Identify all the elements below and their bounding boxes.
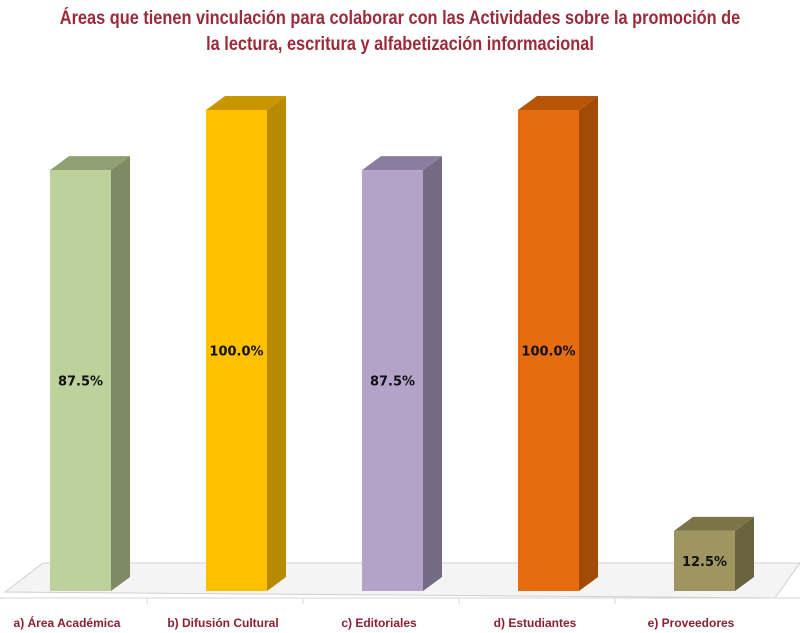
bar-side-face bbox=[579, 96, 598, 591]
bar-side-face bbox=[267, 96, 286, 591]
chart-title: Áreas que tienen vinculación para colabo… bbox=[56, 6, 744, 58]
bar-top-face bbox=[362, 156, 442, 171]
data-label-5: 12.5% bbox=[682, 555, 727, 570]
x-tick-label-3: c) Editoriales bbox=[341, 616, 417, 630]
bars bbox=[50, 96, 754, 591]
bar-side-face bbox=[423, 156, 442, 591]
bar-5 bbox=[674, 516, 754, 591]
bar-top-face bbox=[518, 96, 598, 110]
bar-3 bbox=[362, 156, 442, 591]
bar-top-face bbox=[206, 96, 286, 110]
data-label-3: 87.5% bbox=[370, 375, 415, 390]
chart-title-line-2: la lectura, escritura y alfabetización i… bbox=[206, 34, 594, 55]
bar-front-face bbox=[362, 170, 423, 591]
data-labels: 87.5% 100.0% 87.5% 100.0% 12.5% bbox=[58, 345, 727, 570]
x-tick-label-4: d) Estudiantes bbox=[494, 616, 577, 630]
chart-title-line-1: Áreas que tienen vinculación para colabo… bbox=[59, 8, 741, 29]
bar-front-face bbox=[518, 110, 579, 591]
x-tick-label-2: b) Difusión Cultural bbox=[167, 616, 278, 630]
x-tick-label-5: e) Proveedores bbox=[648, 616, 735, 630]
bar-front-face bbox=[206, 110, 267, 591]
x-axis-tick-labels: a) Área Académica b) Difusión Cultural c) … bbox=[14, 615, 735, 630]
bar-top-face bbox=[674, 516, 754, 531]
bar-front-face bbox=[674, 530, 735, 591]
x-tick-label-1: a) Área Académica bbox=[14, 615, 121, 630]
bar-1 bbox=[50, 156, 130, 591]
data-label-1: 87.5% bbox=[58, 375, 103, 390]
bar-side-face bbox=[735, 516, 754, 591]
bar-front-face bbox=[50, 170, 111, 591]
bar-4 bbox=[518, 96, 598, 591]
data-label-2: 100.0% bbox=[209, 345, 263, 360]
bar-2 bbox=[206, 96, 286, 591]
bar-side-face bbox=[111, 156, 130, 591]
bar-top-face bbox=[50, 156, 130, 171]
data-label-4: 100.0% bbox=[521, 345, 575, 360]
